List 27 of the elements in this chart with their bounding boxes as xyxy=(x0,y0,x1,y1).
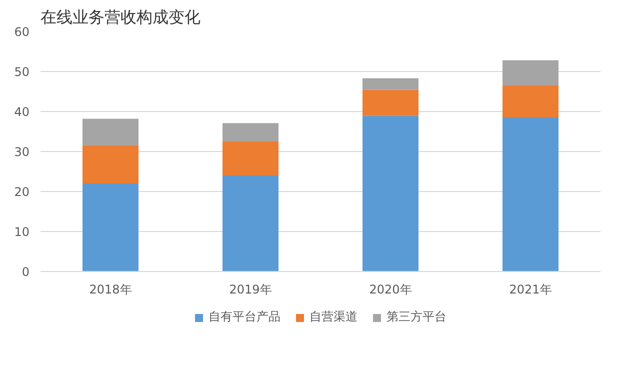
chart-title: 在线业务营收构成变化 xyxy=(40,8,200,26)
bar xyxy=(502,60,558,86)
bar xyxy=(82,118,138,146)
y-tick-label: 40 xyxy=(14,105,30,119)
y-tick-label: 50 xyxy=(14,65,30,79)
bar xyxy=(362,78,418,90)
y-tick-label: 30 xyxy=(14,145,30,159)
bar xyxy=(82,184,138,272)
legend-label: 自营渠道 xyxy=(310,308,358,326)
x-tick-label: 2018年 xyxy=(89,282,132,296)
x-tick-label: 2020年 xyxy=(369,282,412,296)
y-tick-label: 60 xyxy=(14,25,30,39)
bar xyxy=(502,85,558,118)
y-tick-label: 10 xyxy=(14,225,30,239)
x-tick-label: 2021年 xyxy=(509,282,552,296)
bar xyxy=(222,141,278,176)
bar xyxy=(362,90,418,116)
x-tick-label: 2019年 xyxy=(229,282,272,296)
bar xyxy=(82,145,138,184)
y-tick-label: 0 xyxy=(22,265,30,279)
bar xyxy=(222,176,278,272)
legend-label: 第三方平台 xyxy=(386,308,446,326)
bar xyxy=(362,116,418,272)
y-tick-label: 20 xyxy=(14,185,30,199)
bar xyxy=(222,123,278,142)
bar xyxy=(502,118,558,272)
legend-label: 自有平台产品 xyxy=(208,308,280,326)
